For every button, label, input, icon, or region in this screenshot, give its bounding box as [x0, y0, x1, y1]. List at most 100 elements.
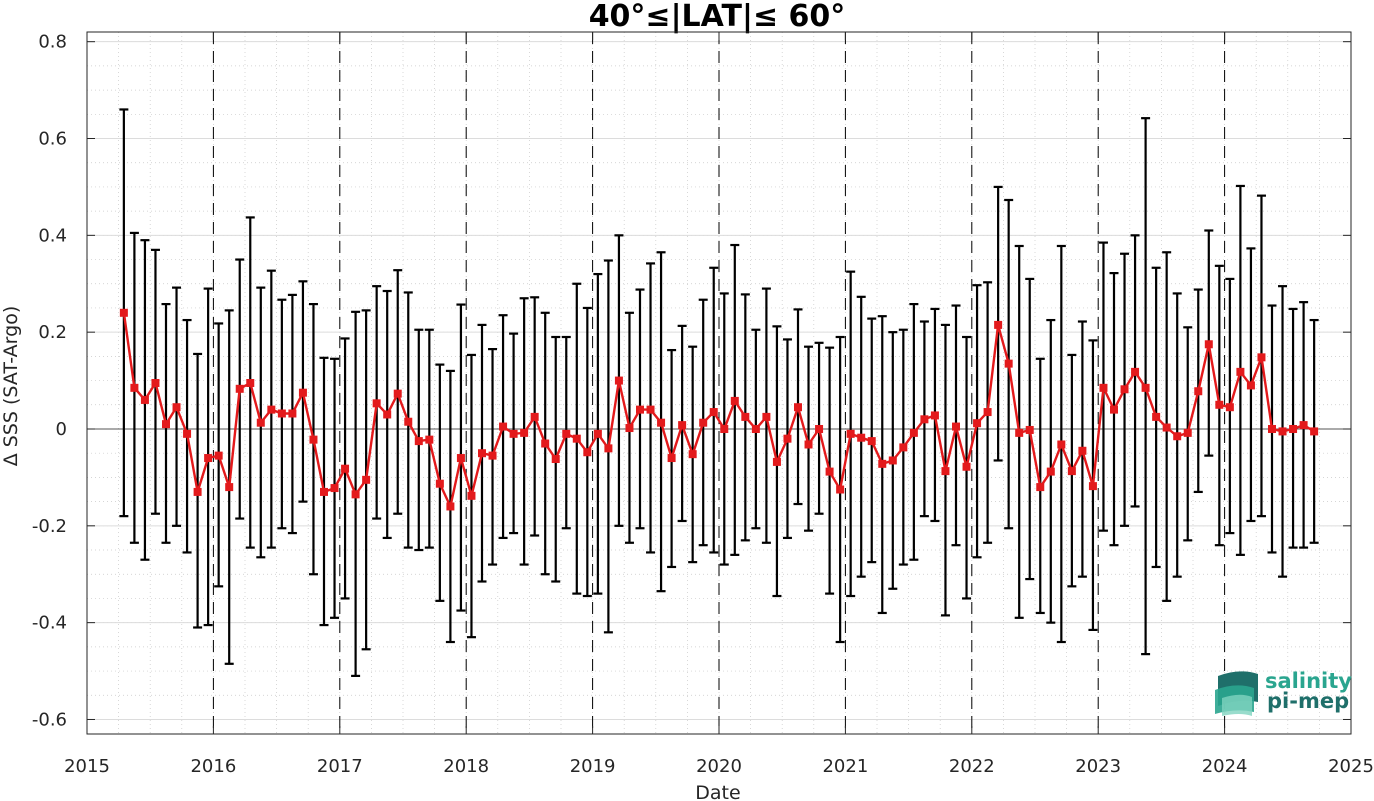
data-point [688, 450, 697, 459]
data-point [930, 411, 939, 420]
data-point [952, 422, 960, 431]
y-tick-label: 0.4 [38, 225, 67, 246]
data-point [140, 395, 149, 404]
x-tick-label: 2018 [443, 756, 489, 777]
data-point [762, 412, 771, 421]
data-point [1173, 432, 1182, 441]
data-point [1088, 482, 1097, 491]
data-point [983, 408, 992, 417]
y-tick-label: 0 [56, 419, 67, 440]
data-point [414, 437, 423, 446]
data-point [1246, 381, 1255, 390]
x-tick-label: 2024 [1202, 756, 1248, 777]
data-point [604, 444, 613, 453]
data-point [709, 408, 718, 417]
data-point [151, 379, 160, 387]
x-tick-label: 2025 [1328, 756, 1374, 777]
data-point [636, 405, 644, 414]
data-point [625, 424, 634, 433]
x-axis-label: Date [695, 782, 740, 801]
x-tick-label: 2021 [822, 756, 868, 777]
data-point [593, 429, 602, 438]
y-tick-label: -0.4 [32, 613, 67, 634]
data-point [383, 410, 392, 419]
axis-ticks [86, 32, 1352, 734]
salinity-pi-mep-logo: salinity pi-mep [1215, 669, 1352, 716]
data-point [1257, 353, 1266, 362]
data-point [530, 412, 539, 421]
data-point [794, 403, 802, 412]
y-tick-label: 0.2 [38, 322, 67, 343]
data-point [1067, 467, 1076, 476]
data-point [1162, 423, 1171, 432]
data-point [1183, 428, 1192, 437]
data-point [678, 421, 687, 430]
data-point [520, 428, 529, 437]
data-point [214, 451, 223, 460]
data-point [320, 487, 328, 496]
data-point [119, 308, 128, 317]
data-point [804, 440, 813, 449]
data-point [1204, 340, 1213, 349]
data-point [362, 475, 371, 484]
data-point [256, 418, 265, 427]
x-tick-label: 2017 [317, 756, 363, 777]
data-point [730, 396, 739, 405]
data-point [815, 424, 824, 433]
data-point [330, 484, 339, 493]
data-point [435, 479, 444, 488]
data-point [1110, 405, 1118, 414]
data-point [1131, 367, 1140, 376]
data-point [667, 454, 676, 463]
data-point [1194, 387, 1203, 396]
data-point [1299, 421, 1308, 430]
data-point [909, 428, 918, 437]
x-tick-labels: 2015 2016 2017 2018 2019 2020 2021 2022 2023 2024… [64, 756, 1374, 777]
data-point [973, 419, 982, 428]
data-point [277, 409, 286, 418]
x-tick-label: 2022 [949, 756, 995, 777]
data-point [1025, 425, 1034, 434]
data-point [1152, 412, 1161, 421]
data-point [1310, 427, 1319, 436]
data-point [741, 412, 750, 421]
x-tick-label: 2015 [64, 756, 110, 777]
data-point [551, 455, 560, 464]
data-point [235, 384, 244, 393]
data-point [130, 383, 139, 392]
data-point [1004, 359, 1013, 368]
data-point [614, 376, 623, 385]
data-point [888, 456, 897, 465]
data-point [1046, 467, 1055, 476]
data-point [509, 429, 518, 438]
data-point [351, 490, 360, 499]
data-point [288, 409, 297, 418]
data-point [1215, 400, 1224, 409]
x-tick-label: 2020 [696, 756, 742, 777]
data-point [225, 483, 234, 492]
y-tick-label: 0.8 [38, 32, 67, 53]
x-tick-label: 2019 [570, 756, 616, 777]
logo-line1: salinity [1265, 669, 1352, 693]
data-point [204, 454, 213, 463]
series-markers [119, 308, 1319, 511]
data-point [899, 443, 908, 452]
data-point [488, 451, 497, 460]
data-point [478, 449, 486, 458]
data-point [467, 491, 476, 500]
data-point [994, 320, 1003, 329]
y-tick-label: -0.2 [32, 516, 67, 537]
y-tick-label: 0.6 [38, 129, 67, 150]
data-point [309, 435, 318, 444]
data-point [456, 454, 465, 463]
data-point [162, 420, 170, 429]
data-point [1057, 440, 1066, 449]
data-point [541, 439, 550, 448]
data-point [499, 422, 508, 431]
data-point [962, 462, 971, 471]
data-point [583, 448, 592, 457]
data-point [699, 418, 708, 427]
data-point [572, 434, 581, 443]
data-point [836, 485, 845, 494]
